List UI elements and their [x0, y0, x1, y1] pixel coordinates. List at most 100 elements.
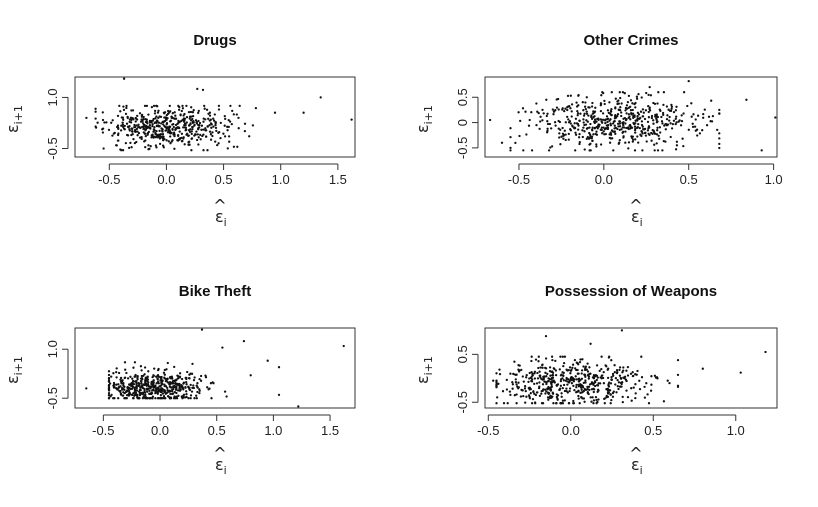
data-point — [520, 368, 523, 372]
data-point — [625, 379, 628, 383]
data-point — [602, 130, 605, 133]
data-point — [141, 384, 144, 387]
data-point — [197, 119, 200, 123]
data-point — [174, 397, 177, 400]
data-point — [536, 377, 540, 380]
data-point — [658, 137, 661, 140]
data-point — [600, 128, 603, 132]
data-point — [192, 378, 196, 382]
data-point — [578, 360, 582, 364]
x-tick-label: -0.5 — [508, 172, 530, 187]
data-point — [581, 358, 584, 361]
data-point — [558, 136, 561, 139]
data-point — [613, 364, 616, 367]
data-point — [214, 121, 217, 124]
data-point — [148, 389, 151, 392]
data-point — [122, 77, 126, 80]
data-point — [552, 402, 555, 405]
y-axis-label-symbol: ε — [413, 124, 432, 133]
data-point — [563, 355, 567, 358]
data-point — [190, 130, 193, 133]
data-point — [214, 140, 217, 143]
data-point — [577, 380, 580, 383]
data-point — [682, 144, 685, 148]
data-point — [94, 117, 97, 120]
x-axis-label-subscript: i — [224, 464, 227, 477]
data-point — [559, 128, 562, 131]
data-point — [587, 114, 590, 117]
data-point — [621, 381, 624, 384]
data-point — [123, 376, 126, 380]
data-point — [189, 397, 192, 400]
data-point — [191, 386, 194, 390]
data-point — [160, 375, 163, 379]
data-point — [547, 398, 550, 401]
data-point — [569, 107, 572, 110]
data-point — [143, 132, 147, 135]
data-point — [125, 394, 129, 397]
data-point — [144, 380, 147, 384]
data-point — [578, 402, 581, 405]
data-point — [140, 374, 143, 378]
data-point — [134, 116, 137, 120]
data-point — [650, 139, 653, 142]
data-point — [606, 376, 610, 380]
data-point — [134, 373, 137, 377]
data-point — [139, 386, 142, 389]
data-point — [115, 376, 118, 379]
data-point — [188, 377, 191, 380]
data-point — [718, 108, 721, 112]
data-point — [525, 376, 528, 379]
data-point — [594, 374, 597, 377]
data-point — [226, 147, 229, 150]
data-point — [644, 134, 648, 137]
data-point — [159, 133, 163, 136]
data-point — [568, 366, 572, 369]
data-point — [641, 125, 644, 128]
data-point — [647, 110, 650, 114]
data-point — [609, 402, 612, 405]
data-point — [191, 127, 194, 131]
data-point — [562, 371, 565, 375]
data-point — [132, 380, 135, 383]
data-point — [611, 137, 614, 140]
data-point — [178, 137, 181, 140]
data-point — [592, 116, 595, 119]
data-point — [178, 105, 181, 109]
data-point — [144, 120, 148, 124]
data-point — [110, 121, 113, 124]
data-point — [147, 370, 150, 373]
x-axis-label-hat: ^ — [629, 444, 642, 463]
data-point — [561, 402, 565, 405]
data-point — [277, 366, 281, 369]
data-point — [134, 120, 137, 123]
data-point — [200, 128, 203, 131]
data-point — [554, 359, 557, 363]
data-point — [580, 372, 583, 375]
data-point — [603, 99, 606, 103]
data-point — [173, 390, 176, 394]
data-point — [192, 121, 195, 124]
data-point — [624, 141, 627, 144]
data-point — [94, 126, 98, 129]
data-point — [142, 122, 145, 125]
data-point — [168, 104, 171, 108]
data-point — [135, 384, 138, 388]
data-point — [545, 131, 549, 134]
data-point — [198, 121, 202, 125]
data-point — [561, 132, 565, 135]
data-point — [237, 127, 240, 130]
data-point — [618, 385, 622, 388]
x-axis-label: εi — [631, 455, 643, 477]
data-point — [121, 121, 124, 124]
data-point — [517, 381, 520, 384]
data-point — [587, 385, 591, 388]
data-point — [192, 384, 195, 387]
data-point — [562, 364, 565, 368]
data-point — [277, 393, 281, 397]
data-point — [630, 112, 633, 115]
data-point — [155, 121, 158, 124]
data-point — [206, 386, 209, 389]
data-point — [515, 383, 518, 386]
data-point — [146, 378, 150, 381]
